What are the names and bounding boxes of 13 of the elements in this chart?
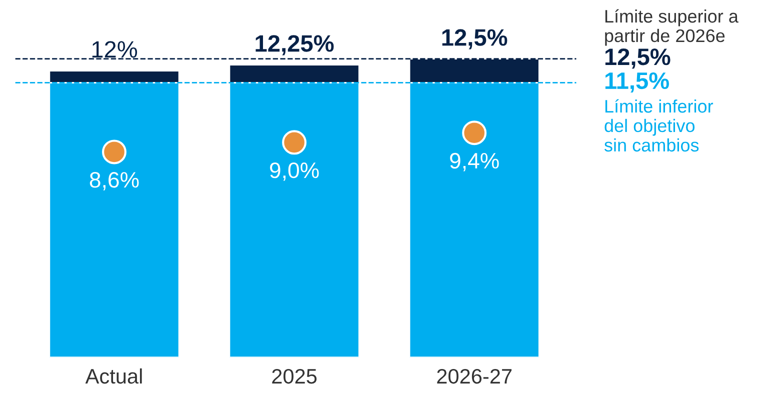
x-tick-label: 2025: [272, 368, 317, 384]
text: Límite superior a partir de 2026e: [605, 9, 738, 46]
total-label: 12%: [92, 41, 138, 58]
total-label: 12,5%: [442, 29, 508, 50]
total-label: 12,25%: [256, 35, 334, 56]
data-label: 9,4%: [450, 152, 499, 172]
data-label: 8,6%: [90, 172, 139, 190]
text: Límite inferior del objetivo sin cambios: [604, 99, 714, 152]
x-tick-label: 2026-27: [437, 368, 512, 384]
x-tick-label: Actual: [85, 368, 142, 384]
ref-line-label: 12,5%: [605, 48, 670, 69]
ref-line-label: 11,5%: [605, 72, 669, 92]
data-label: 9,0%: [270, 162, 319, 181]
